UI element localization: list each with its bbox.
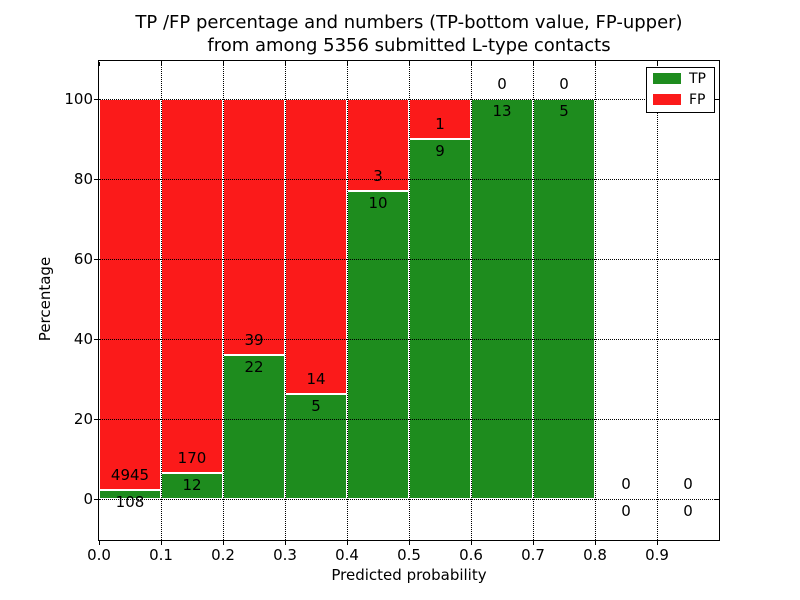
x-tick-mark [595,541,596,545]
x-tick-mark-top [99,62,100,66]
gridline-vertical [471,61,472,540]
bar-fp-segment [409,99,471,139]
y-tick-mark [94,339,98,340]
gridline-vertical [657,61,658,540]
y-tick-mark [94,259,98,260]
bar-fp-segment [99,99,161,491]
gridline-vertical [161,61,162,540]
y-tick-label: 40 [73,330,93,348]
chart-title-line2: from among 5356 submitted L-type contact… [207,35,611,56]
tp-count-label: 108 [115,493,145,512]
legend-swatch-tp [653,73,681,84]
bar-tp-segment [99,490,161,499]
tp-count-label: 9 [435,142,445,160]
legend: TP FP [646,67,715,113]
tp-count-label: 5 [311,396,321,415]
legend-label-fp: FP [689,91,706,108]
gridline-vertical [223,61,224,540]
bar-tp-segment [471,99,533,499]
chart-title: TP /FP percentage and numbers (TP-bottom… [99,11,719,57]
tp-count-label: 22 [244,357,264,376]
tp-count-label: 10 [368,194,388,213]
x-tick-label: 0.5 [397,546,421,564]
fp-count-label: 39 [244,330,264,349]
x-tick-label: 0.7 [521,546,545,564]
gridline-vertical [347,61,348,540]
y-tick-mark [94,99,98,100]
tp-count-label: 5 [559,102,569,120]
bar-tp-segment [347,191,409,499]
tp-count-label: 13 [492,102,512,120]
x-tick-mark [471,541,472,545]
legend-label-tp: TP [689,70,706,87]
bar-tp-segment [161,472,223,499]
gridline-vertical [533,61,534,540]
bar-tp-segment [409,139,471,499]
bar-tp-segment [223,354,285,499]
fp-count-label: 3 [373,167,383,186]
fp-count-label: 0 [621,475,631,493]
x-tick-label: 0.6 [459,546,483,564]
y-tick-mark [94,179,98,180]
gridline-vertical [285,61,286,540]
tp-count-label: 12 [182,475,202,494]
tp-count-label: 0 [621,502,631,520]
y-tick-label: 0 [83,490,93,508]
x-tick-label: 0.0 [87,546,111,564]
fp-count-label: 0 [559,75,569,93]
fp-count-label: 0 [683,475,693,493]
bar-fp-segment [285,99,347,394]
y-tick-label: 100 [64,90,93,108]
y-tick-mark [94,419,98,420]
tp-count-label: 0 [683,502,693,520]
fp-count-label: 170 [177,448,207,467]
bar-tp-segment [533,99,595,499]
x-tick-mark [533,541,534,545]
x-tick-label: 0.4 [335,546,359,564]
fp-count-label: 14 [306,369,326,388]
x-tick-mark [285,541,286,545]
x-tick-mark [409,541,410,545]
gridline-vertical [595,61,596,540]
y-tick-label: 20 [73,410,93,428]
x-tick-mark [161,541,162,545]
x-tick-label: 0.8 [583,546,607,564]
x-tick-label: 0.2 [211,546,235,564]
x-tick-mark [657,541,658,545]
x-tick-mark [99,541,100,545]
y-tick-label: 80 [73,170,93,188]
legend-entry-tp: TP [647,68,714,89]
x-tick-label: 0.9 [645,546,669,564]
bar-fp-segment [161,99,223,473]
fp-count-label: 1 [435,115,445,133]
gridline-vertical [409,61,410,540]
y-tick-label: 60 [73,250,93,268]
legend-swatch-fp [653,94,681,105]
fp-count-label: 4945 [110,466,150,485]
plot-area: 4945 108 170 12 39 22 14 5 3 10 1 9 0 13 0 5 0 0 0 0 [98,60,720,541]
chart-title-line1: TP /FP percentage and numbers (TP-bottom… [135,12,683,33]
x-tick-label: 0.3 [273,546,297,564]
bar-fp-segment [223,99,285,355]
fp-count-label: 0 [497,75,507,93]
y-axis-label: Percentage [36,256,54,342]
legend-entry-fp: FP [647,89,714,110]
x-tick-mark [347,541,348,545]
x-tick-label: 0.1 [149,546,173,564]
x-tick-mark [223,541,224,545]
y-tick-mark [94,499,98,500]
x-axis-label: Predicted probability [331,566,487,584]
